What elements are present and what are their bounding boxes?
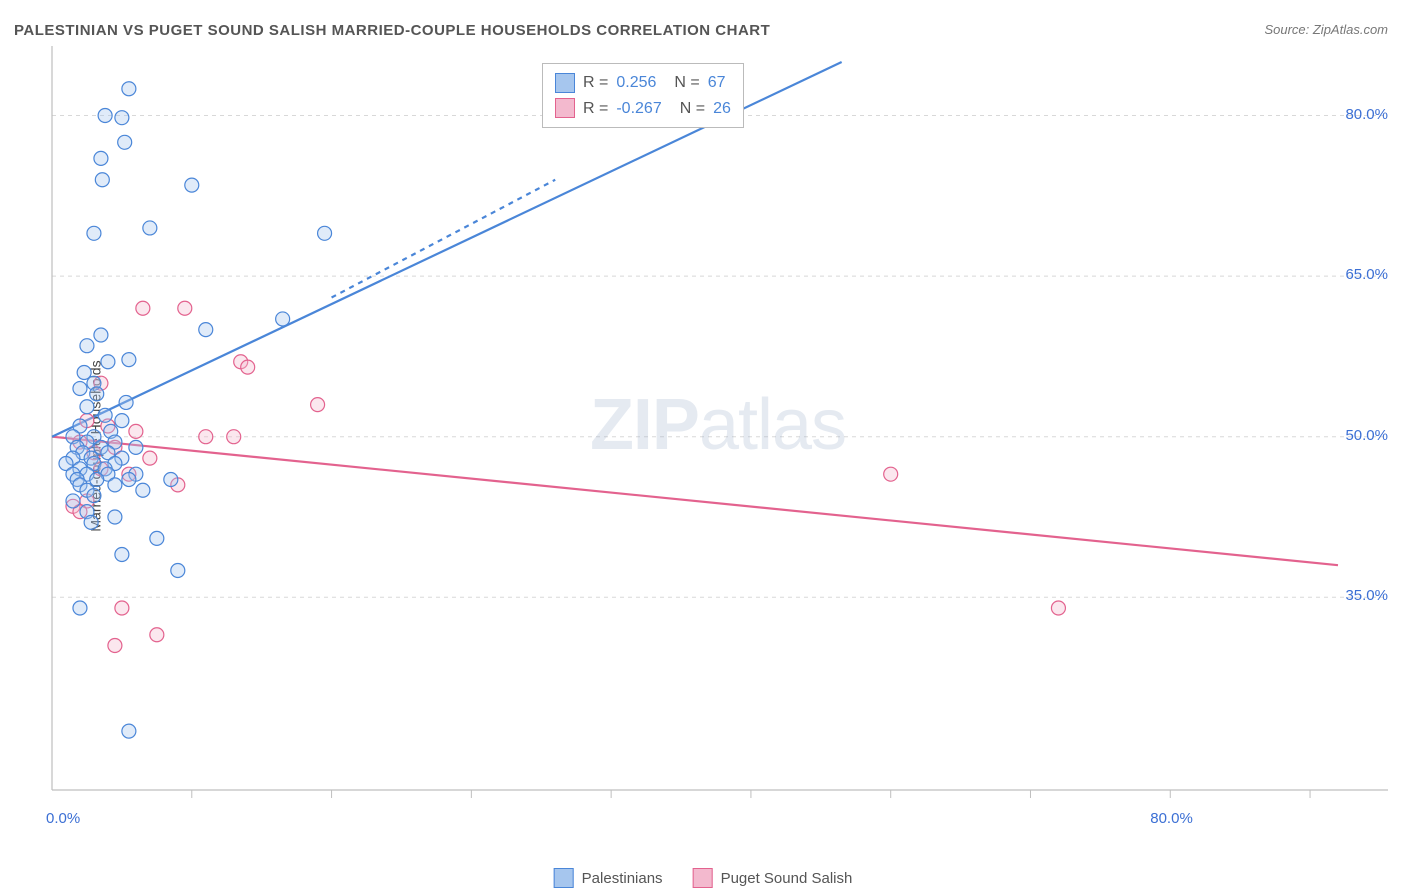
stats-r-value-salish: -0.267	[616, 96, 661, 122]
swatch-palestinians-icon	[554, 868, 574, 888]
y-tick-label: 35.0%	[1345, 587, 1388, 604]
stats-r-label: R =	[583, 70, 608, 96]
x-tick-label: 80.0%	[1150, 810, 1193, 827]
stats-legend-box: R = 0.256 N = 67 R = -0.267 N = 26	[542, 63, 744, 128]
stats-r-label: R =	[583, 96, 608, 122]
x-tick-label: 0.0%	[46, 810, 80, 827]
y-tick-label: 50.0%	[1345, 427, 1388, 444]
stats-n-label: N =	[674, 70, 699, 96]
legend-item-palestinians: Palestinians	[554, 868, 663, 888]
legend-label-palestinians: Palestinians	[582, 870, 663, 887]
chart-source: Source: ZipAtlas.com	[1264, 22, 1388, 37]
swatch-salish-icon	[693, 868, 713, 888]
stats-row-salish: R = -0.267 N = 26	[555, 96, 731, 122]
plot-area: ZIPatlas	[48, 46, 1388, 836]
swatch-palestinians	[555, 73, 575, 93]
stats-n-label: N =	[680, 96, 705, 122]
y-tick-label: 80.0%	[1345, 106, 1388, 123]
stats-n-value-salish: 26	[713, 96, 731, 122]
stats-r-value-palestinians: 0.256	[616, 70, 656, 96]
chart-svg	[48, 46, 1388, 836]
chart-title: PALESTINIAN VS PUGET SOUND SALISH MARRIE…	[14, 22, 770, 39]
bottom-legend: Palestinians Puget Sound Salish	[554, 868, 853, 888]
y-tick-label: 65.0%	[1345, 266, 1388, 283]
swatch-salish	[555, 98, 575, 118]
legend-label-salish: Puget Sound Salish	[721, 870, 853, 887]
legend-item-salish: Puget Sound Salish	[693, 868, 853, 888]
stats-n-value-palestinians: 67	[708, 70, 726, 96]
stats-row-palestinians: R = 0.256 N = 67	[555, 70, 731, 96]
